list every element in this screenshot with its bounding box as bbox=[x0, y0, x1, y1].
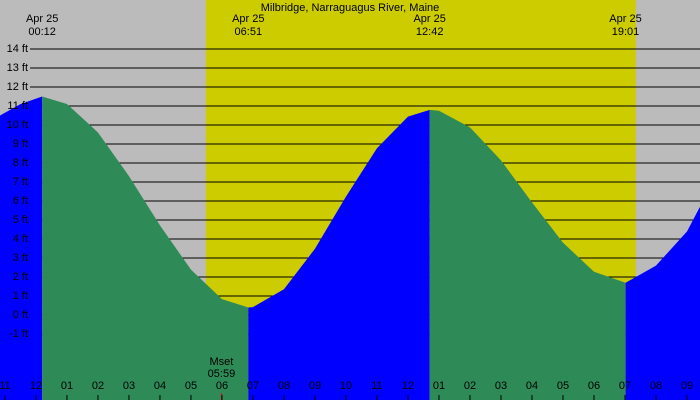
tide-time: 19:01 bbox=[612, 26, 640, 38]
x-tick-label: 02 bbox=[92, 380, 104, 392]
moon-time: 05:59 bbox=[208, 368, 236, 380]
y-tick-label: 5 ft bbox=[13, 214, 28, 226]
x-tick-label: 05 bbox=[185, 380, 197, 392]
y-tick-label: 6 ft bbox=[13, 195, 28, 207]
falling-tide bbox=[42, 96, 249, 400]
x-tick-label: 11 bbox=[371, 380, 382, 392]
tide-time: 00:12 bbox=[28, 26, 56, 38]
y-tick-label: 3 ft bbox=[13, 252, 28, 264]
rising-tide bbox=[0, 96, 43, 400]
y-tick-label: 1 ft bbox=[13, 290, 28, 302]
tide-date: Apr 25 bbox=[413, 13, 445, 25]
x-tick-label: 03 bbox=[495, 380, 507, 392]
x-tick-label: 02 bbox=[464, 380, 476, 392]
rising-tide bbox=[248, 109, 430, 400]
x-tick-label: 01 bbox=[433, 380, 445, 392]
y-tick-label: 12 ft bbox=[7, 81, 28, 93]
x-tick-label: 04 bbox=[154, 380, 166, 392]
x-tick-label: 06 bbox=[216, 380, 228, 392]
y-tick-label: 7 ft bbox=[13, 176, 28, 188]
x-tick-label: 07 bbox=[247, 380, 259, 392]
y-tick-label: 11 ft bbox=[7, 100, 28, 112]
x-tick-label: 07 bbox=[619, 380, 631, 392]
tide-time: 12:42 bbox=[416, 26, 444, 38]
y-tick-label: 4 ft bbox=[13, 233, 28, 245]
y-tick-label: -1 ft bbox=[9, 328, 28, 340]
y-tick-label: 9 ft bbox=[13, 138, 28, 150]
moon-label: Mset bbox=[210, 356, 234, 368]
y-tick-label: 8 ft bbox=[13, 157, 28, 169]
x-tick-label: 12 bbox=[30, 380, 42, 392]
x-tick-label: 11 bbox=[0, 380, 11, 392]
x-tick-label: 04 bbox=[526, 380, 538, 392]
tide-date: Apr 25 bbox=[232, 13, 264, 25]
x-tick-label: 12 bbox=[402, 380, 414, 392]
x-tick-label: 10 bbox=[340, 380, 352, 392]
tide-date: Apr 25 bbox=[609, 13, 641, 25]
x-tick-label: 01 bbox=[61, 380, 73, 392]
falling-tide bbox=[429, 109, 626, 400]
y-tick-label: 13 ft bbox=[7, 62, 28, 74]
y-tick-label: 0 ft bbox=[13, 309, 28, 321]
x-tick-label: 03 bbox=[123, 380, 135, 392]
x-tick-label: 08 bbox=[278, 380, 290, 392]
tide-time: 06:51 bbox=[235, 26, 263, 38]
x-tick-label: 05 bbox=[557, 380, 569, 392]
x-tick-label: 09 bbox=[681, 380, 693, 392]
x-tick-label: 06 bbox=[588, 380, 600, 392]
tide-date: Apr 25 bbox=[26, 13, 58, 25]
x-tick-label: 08 bbox=[650, 380, 662, 392]
rising-tide bbox=[625, 206, 700, 400]
x-tick-label: 09 bbox=[309, 380, 321, 392]
y-tick-label: 2 ft bbox=[13, 271, 28, 283]
y-tick-label: 10 ft bbox=[7, 119, 28, 131]
y-tick-label: 14 ft bbox=[7, 43, 28, 55]
chart-title: Milbridge, Narraguagus River, Maine bbox=[261, 2, 440, 14]
